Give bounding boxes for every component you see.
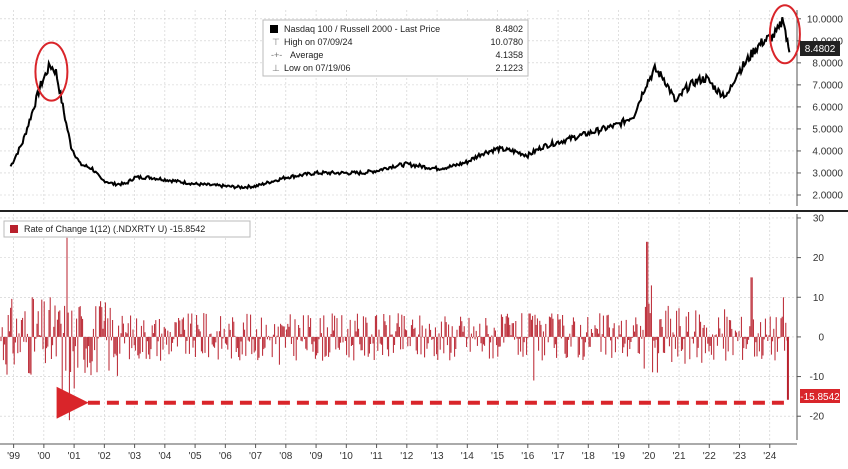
x-tick-label: '24 <box>763 451 776 462</box>
bottom-y-tick-label: 0 <box>818 332 824 343</box>
bottom-y-tick-label: 30 <box>813 213 825 224</box>
bottom-panel: -20 -10 0 10 20 30 -15.8542 Rate of Change 1(… <box>0 213 840 440</box>
price-last-value-label: 8.4802 <box>805 44 836 55</box>
price-legend-swatch <box>270 25 278 33</box>
x-tick-label: '04 <box>158 451 171 462</box>
roc-legend-title: Rate of Change 1(12) (.NDXRTY U) -15.854… <box>24 224 205 234</box>
x-tick-label: '15 <box>491 451 504 462</box>
legend-average-symbol: -+- <box>271 50 282 60</box>
top-y-tick-label: 3.0000 <box>812 168 843 179</box>
peak-2000-highlight-circle <box>34 41 69 102</box>
top-y-tick-label: 8.0000 <box>812 58 843 69</box>
bottom-y-axis: -20 -10 0 10 20 30 <box>796 213 825 440</box>
x-tick-label: '19 <box>612 451 625 462</box>
bottom-y-tick-label: -20 <box>810 412 825 423</box>
x-tick-label: '12 <box>400 451 413 462</box>
bottom-y-tick-label: -10 <box>810 372 825 383</box>
x-axis: '99 '00 '01 '02 '03 '04 '05 '06 '07 '08 '09 '10 '11 '… <box>7 444 777 462</box>
x-tick-label: '99 <box>7 451 20 462</box>
x-tick-label: '05 <box>189 451 202 462</box>
legend-high-value: 10.0780 <box>490 37 523 47</box>
x-tick-label: '03 <box>128 451 141 462</box>
x-tick-label: '00 <box>37 451 50 462</box>
x-tick-label: '20 <box>642 451 655 462</box>
roc-last-value-label: -15.8542 <box>800 392 840 403</box>
top-y-tick-label: 10.0000 <box>807 14 844 25</box>
bottom-grid <box>0 214 797 440</box>
legend-low-symbol: ⊥ <box>272 63 280 73</box>
price-series-line <box>9 17 791 191</box>
price-legend-title-value: 8.4802 <box>495 24 523 34</box>
x-tick-label: '21 <box>673 451 686 462</box>
legend-average-value: 4.1358 <box>495 50 523 60</box>
x-tick-label: '23 <box>733 451 746 462</box>
x-tick-label: '02 <box>98 451 111 462</box>
top-y-tick-label: 6.0000 <box>812 102 843 113</box>
x-tick-label: '07 <box>249 451 262 462</box>
x-tick-label: '08 <box>279 451 292 462</box>
legend-average-label: Average <box>290 50 323 60</box>
peak-2024-highlight-circle <box>768 4 801 65</box>
x-tick-label: '13 <box>431 451 444 462</box>
roc-last-value-tag: -15.8542 <box>800 389 840 403</box>
x-tick-label: '10 <box>340 451 353 462</box>
roc-bars <box>0 237 789 421</box>
top-y-tick-label: 4.0000 <box>812 146 843 157</box>
legend-low-value: 2.1223 <box>495 63 523 73</box>
top-y-tick-label: 7.0000 <box>812 80 843 91</box>
x-tick-label: '17 <box>552 451 565 462</box>
legend-high-symbol: ⊤ <box>272 37 280 47</box>
price-last-value-tag: 8.4802 <box>800 41 840 56</box>
x-tick-label: '16 <box>521 451 534 462</box>
roc-legend-swatch <box>10 225 18 233</box>
x-tick-label: '18 <box>582 451 595 462</box>
price-legend-title: Nasdaq 100 / Russell 2000 - Last Price <box>284 24 440 34</box>
x-tick-label: '06 <box>219 451 232 462</box>
roc-legend: Rate of Change 1(12) (.NDXRTY U) -15.854… <box>3 220 251 238</box>
x-tick-label: '14 <box>461 451 474 462</box>
bottom-y-tick-label: 10 <box>813 293 825 304</box>
top-grid <box>0 10 797 206</box>
bottom-y-tick-label: 20 <box>813 253 825 264</box>
x-tick-label: '22 <box>703 451 716 462</box>
x-tick-label: '11 <box>370 451 383 462</box>
x-tick-label: '01 <box>68 451 81 462</box>
legend-low-label: Low on 07/19/06 <box>284 63 351 73</box>
legend-high-label: High on 07/09/24 <box>284 37 353 47</box>
top-panel: 2.0000 3.0000 4.0000 5.0000 6.0000 7.0000 8.00… <box>0 4 844 206</box>
top-y-tick-label: 5.0000 <box>812 124 843 135</box>
x-tick-label: '09 <box>310 451 323 462</box>
top-y-axis: 2.0000 3.0000 4.0000 5.0000 6.0000 7.0000 8.00… <box>796 10 844 206</box>
top-y-tick-label: 2.0000 <box>812 190 843 201</box>
price-legend: Nasdaq 100 / Russell 2000 - Last Price 8… <box>262 19 529 77</box>
